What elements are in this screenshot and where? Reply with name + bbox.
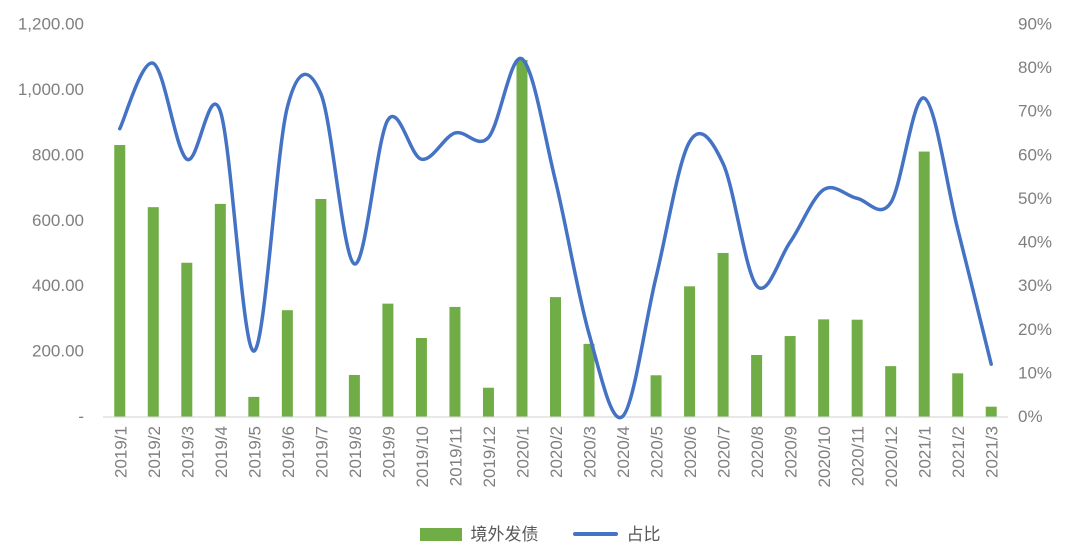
left-axis-tick-label: 800.00 xyxy=(32,145,84,164)
x-axis-tick-label: 2020/3 xyxy=(581,426,600,478)
x-axis-tick-label: 2019/4 xyxy=(212,426,231,478)
x-axis-tick-label: 2021/1 xyxy=(916,426,935,478)
legend-item-line-series: 占比 xyxy=(572,524,661,544)
left-axis-tick-label: 1,000.00 xyxy=(18,80,84,99)
x-axis-tick-label: 2019/6 xyxy=(279,426,298,478)
bar-2020/9 xyxy=(784,336,796,417)
legend-label-bar-series: 境外发债 xyxy=(470,524,539,544)
x-axis-tick-label: 2019/2 xyxy=(145,426,164,478)
right-axis-tick-label: 10% xyxy=(1018,363,1052,382)
bar-2021/3 xyxy=(985,406,997,417)
bar-2020/2 xyxy=(550,297,561,417)
bar-2019/9 xyxy=(382,303,394,417)
bar-2020/12 xyxy=(885,366,897,417)
x-axis-tick-label: 2019/1 xyxy=(111,426,130,478)
right-axis-tick-label: 0% xyxy=(1018,407,1043,426)
chart-legend: 境外发债 占比 xyxy=(0,518,1080,550)
legend-label-line-series: 占比 xyxy=(626,524,661,544)
bar-2019/5 xyxy=(248,396,260,417)
bar-2019/12 xyxy=(482,387,494,417)
x-axis-tick-label: 2019/12 xyxy=(480,426,499,487)
bar-2020/11 xyxy=(851,319,863,417)
x-axis-tick-label: 2021/3 xyxy=(983,426,1002,478)
left-axis-tick-label: 600.00 xyxy=(32,211,84,230)
x-axis-tick-label: 2019/7 xyxy=(312,426,331,478)
legend-item-bar-series: 境外发债 xyxy=(419,524,539,544)
bar-2021/1 xyxy=(918,151,930,417)
x-axis-tick-label: 2020/9 xyxy=(782,426,801,478)
bar-2020/8 xyxy=(751,355,763,417)
bar-2020/6 xyxy=(684,286,696,417)
bar-2021/2 xyxy=(952,373,964,417)
x-axis-tick-label: 2019/3 xyxy=(178,426,197,478)
bar-2019/10 xyxy=(415,338,427,417)
left-axis-tick-label: 400.00 xyxy=(32,276,84,295)
right-axis-tick-label: 30% xyxy=(1018,276,1052,295)
left-axis-tick-label: - xyxy=(78,407,84,426)
x-axis-tick-label: 2019/8 xyxy=(346,426,365,478)
bar-2019/2 xyxy=(147,207,159,417)
x-axis-tick-label: 2019/11 xyxy=(446,426,465,486)
right-axis-tick-label: 50% xyxy=(1018,189,1052,208)
x-axis-tick-label: 2020/7 xyxy=(715,426,734,478)
right-axis-tick-label: 60% xyxy=(1018,145,1052,164)
chart-plot-area: - 200.00 400.00 600.00 800.00 1,000.00 1,200.0… xyxy=(18,15,1052,488)
right-axis-tick-label: 70% xyxy=(1018,102,1052,121)
bar-2019/7 xyxy=(315,198,327,417)
x-axis-tick-label: 2020/8 xyxy=(748,426,767,478)
x-axis-tick-label: 2020/10 xyxy=(815,426,834,487)
left-axis-tick-label: 200.00 xyxy=(32,342,84,361)
x-axis-tick-label: 2020/6 xyxy=(681,426,700,478)
bar-2020/10 xyxy=(818,319,830,417)
right-axis-tick-label: 40% xyxy=(1018,233,1052,252)
bar-2020/1 xyxy=(516,59,528,417)
right-axis-tick-label: 90% xyxy=(1018,15,1052,34)
x-axis-tick-label: 2020/2 xyxy=(547,426,566,478)
trend-line-占比 xyxy=(118,57,993,420)
x-axis-tick-label: 2021/2 xyxy=(949,426,968,478)
x-axis-tick-label: 2020/12 xyxy=(882,426,901,487)
x-axis-tick-label: 2019/9 xyxy=(379,426,398,478)
x-axis-tick-label: 2019/10 xyxy=(413,426,432,487)
bar-2019/11 xyxy=(449,306,461,417)
bar-2019/8 xyxy=(348,374,360,417)
bar-2019/6 xyxy=(281,310,293,417)
right-axis-tick-label: 80% xyxy=(1018,58,1052,77)
right-axis-tick-label: 20% xyxy=(1018,320,1052,339)
bar-2020/5 xyxy=(650,375,662,417)
bar-2019/3 xyxy=(181,262,193,417)
x-axis-tick-label: 2019/5 xyxy=(245,426,264,478)
left-axis-tick-label: 1,200.00 xyxy=(18,15,84,34)
x-axis-tick-label: 2020/1 xyxy=(513,426,532,478)
line-series-swatch-icon xyxy=(572,532,618,536)
bar-series-swatch-icon xyxy=(419,527,462,541)
bar-2019/4 xyxy=(214,203,226,417)
x-axis-tick-label: 2020/11 xyxy=(849,426,868,486)
x-axis-tick-label: 2020/4 xyxy=(614,426,633,478)
bar-2019/1 xyxy=(114,145,126,417)
bar-2020/7 xyxy=(717,252,729,417)
x-axis-tick-label: 2020/5 xyxy=(648,426,667,478)
bar-2020/3 xyxy=(583,343,595,417)
